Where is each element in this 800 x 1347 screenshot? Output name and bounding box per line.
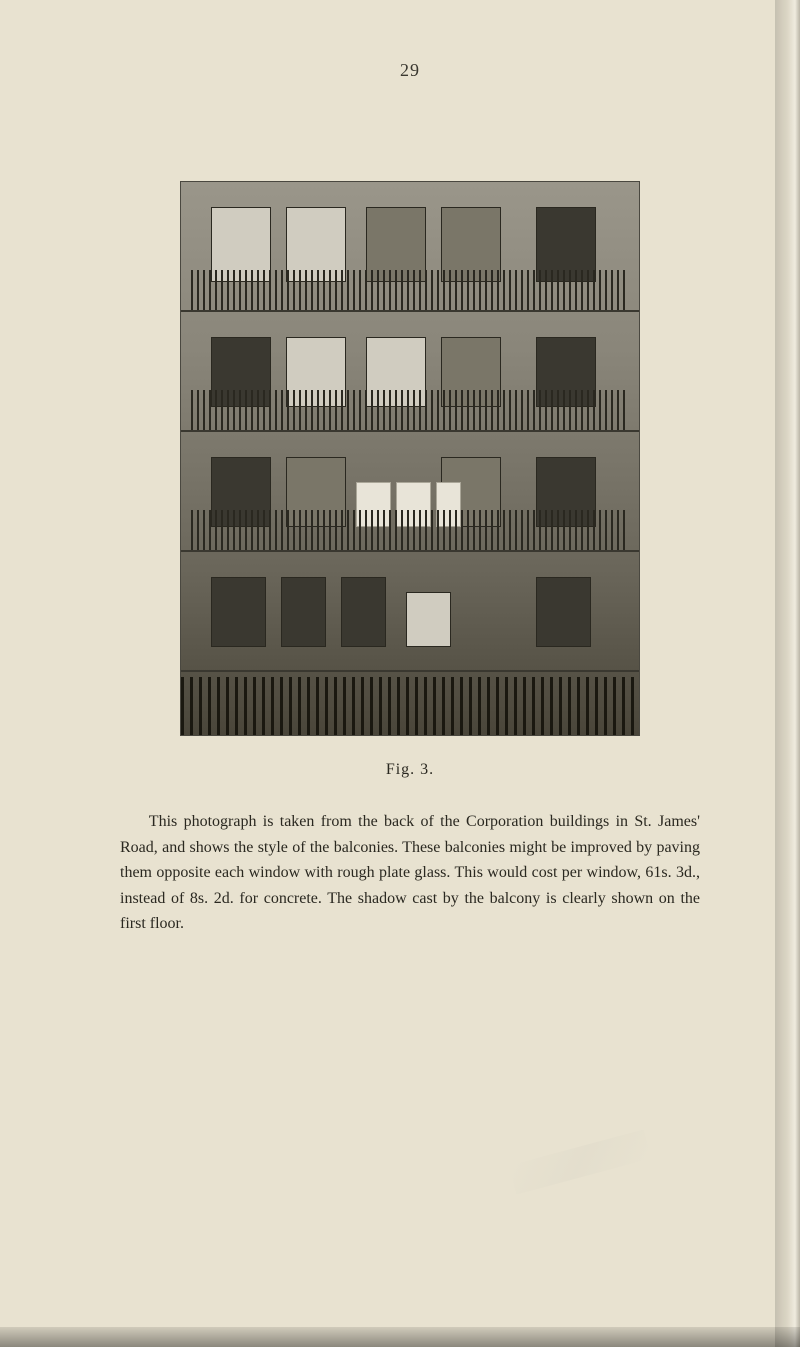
building-floor-top (181, 182, 639, 312)
building-fence-area (181, 672, 639, 736)
building-floor (181, 432, 639, 552)
balcony-railing (191, 270, 629, 310)
balcony-railing (191, 510, 629, 550)
body-paragraph: This photograph is taken from the back o… (110, 809, 710, 937)
page-number: 29 (110, 60, 710, 81)
building-facade (181, 182, 639, 735)
page-right-edge (775, 0, 800, 1347)
figure-caption: Fig. 3. (110, 761, 710, 779)
building-floor (181, 312, 639, 432)
figure-photograph (180, 181, 640, 736)
window (406, 592, 451, 647)
document-page: 29 (0, 0, 800, 1347)
iron-fence (181, 677, 639, 736)
window (211, 577, 266, 647)
door (341, 577, 386, 647)
window (536, 577, 591, 647)
building-floor-ground (181, 552, 639, 672)
door (281, 577, 326, 647)
balcony-railing (191, 390, 629, 430)
page-mark (509, 1129, 652, 1194)
page-bottom-edge (0, 1327, 800, 1347)
